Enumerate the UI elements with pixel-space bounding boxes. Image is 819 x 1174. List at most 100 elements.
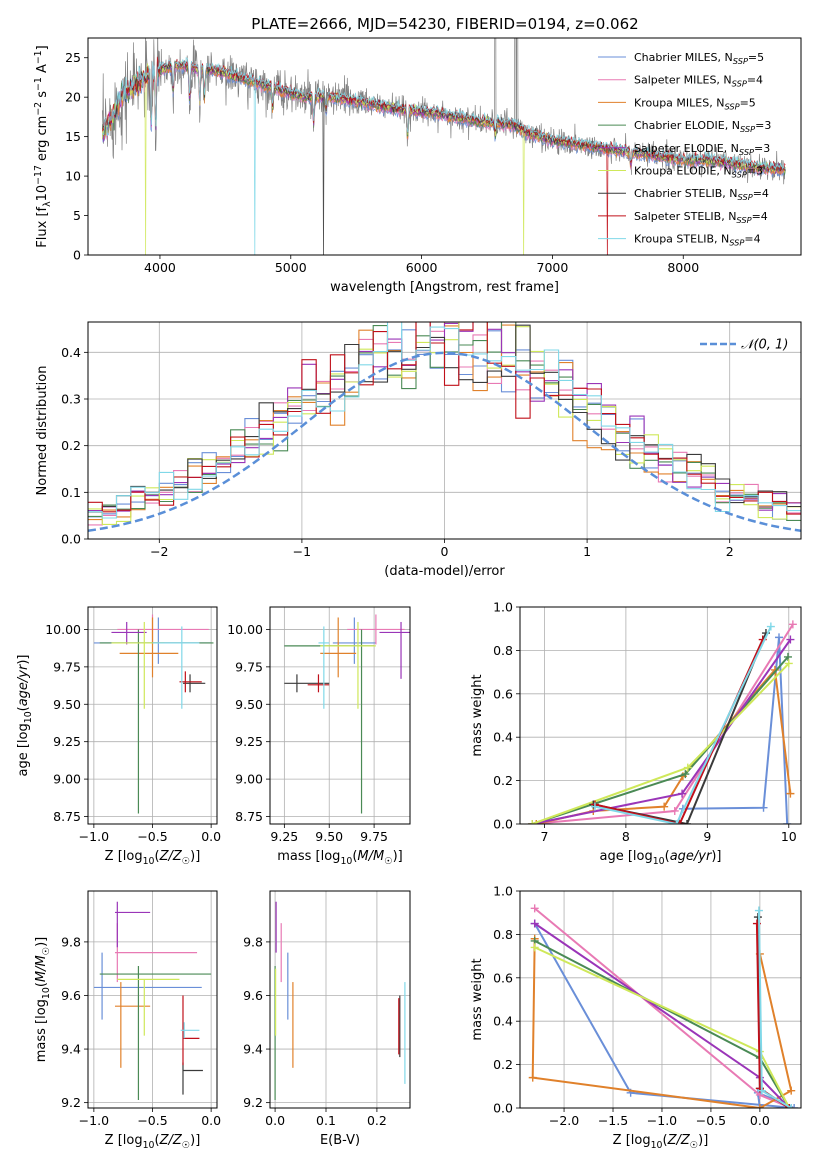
x-tick-label: 8: [622, 829, 630, 844]
y-tick-label: 0.4: [493, 1014, 513, 1029]
x-tick-label: 9.50: [315, 829, 343, 844]
x-tick-label: 8000: [667, 260, 699, 275]
y-tick-label: 9.50: [235, 697, 263, 712]
weight-marker: [755, 1104, 764, 1108]
y-tick-label: 20: [65, 90, 81, 105]
spectrum-data: [102, 38, 786, 185]
y-tick-label: 9.00: [235, 772, 263, 787]
legend-entry: Chabrier STELIB, NSSP=4: [634, 187, 769, 202]
x-tick-label: −0.5: [696, 1113, 726, 1128]
errorbar-chabrier-elodie: [99, 966, 212, 1100]
legend-entry: Kroupa STELIB, NSSP=4: [634, 233, 761, 248]
axes-frame: [87, 37, 802, 256]
y-tick-label: 10.00: [227, 622, 263, 637]
x-tick-label: −2.0: [549, 1113, 579, 1128]
x-tick-label: 9.25: [270, 829, 298, 844]
x-tick-label: 9.75: [360, 829, 388, 844]
y-tick-label: 0.0: [493, 1101, 513, 1116]
plot-spectrum: 4000 5000 6000 7000 8000 0 5 10 15 20 25 wavelength…: [33, 37, 802, 295]
model-kroupa-stelib: [102, 56, 786, 255]
x-tick-label: −1.0: [647, 1113, 677, 1128]
x-tick-label: −1: [293, 544, 311, 559]
x-axis-label: mass [log10(M/M☉)]: [277, 849, 403, 867]
x-tick-label: 6000: [406, 260, 438, 275]
x-tick-label: 0.2: [367, 1113, 387, 1128]
series-salpeter-elodie: [528, 635, 795, 824]
plot-area-mass-vs-Z: [93, 901, 212, 1100]
x-tick-label: 2: [726, 544, 734, 559]
weight-line: [594, 626, 772, 824]
errorbar-salpeter-miles: [347, 614, 405, 645]
weight-marker: [766, 622, 775, 631]
x-tick-label: −2: [150, 544, 168, 559]
y-tick-label: 0.4: [493, 730, 513, 745]
y-tick-label: 0.3: [61, 392, 81, 407]
y-tick-label: 0.2: [493, 1057, 513, 1072]
x-tick-label: 4000: [144, 260, 176, 275]
legend-entry: Salpeter MILES, NSSP=4: [634, 74, 763, 89]
weight-marker: [530, 943, 539, 952]
errorbar-chabrier-miles: [332, 617, 376, 664]
weight-marker: [787, 1104, 796, 1108]
y-tick-label: 1.0: [493, 600, 513, 615]
weight-marker: [672, 820, 681, 824]
plot-area-weight-vs-age: [528, 620, 797, 824]
y-axis-label: mass weight: [470, 674, 485, 756]
weight-line: [531, 938, 793, 1108]
axes-frame: [269, 606, 411, 825]
errorbar-chabrier-stelib: [182, 674, 206, 693]
weight-line: [676, 637, 789, 824]
series-salpeter-stelib: [590, 635, 767, 824]
series-kroupa-stelib: [590, 622, 775, 824]
errorbar-chabrier-stelib: [284, 674, 330, 693]
x-tick-label: 5000: [275, 260, 307, 275]
y-tick-label: 0: [73, 248, 81, 263]
weight-marker: [590, 802, 599, 811]
plot-area-age-vs-Z: [93, 614, 214, 814]
y-tick-label: 0.8: [493, 927, 513, 942]
y-tick-label: 5: [73, 208, 81, 223]
plot-mass-vs-Z: −1.0 −0.5 0.0 9.2 9.4 9.6 9.8 Z [log10(Z/Z☉)] ma…: [34, 890, 221, 1151]
weight-marker: [753, 913, 762, 922]
weight-marker: [785, 1104, 794, 1108]
weight-marker: [787, 1086, 796, 1095]
y-tick-label: 25: [65, 50, 81, 65]
y-tick-label: 10.00: [45, 622, 81, 637]
weight-marker: [783, 820, 792, 824]
y-tick-label: 9.2: [243, 1095, 263, 1110]
series-chabrier-stelib: [589, 629, 770, 824]
y-tick-label: 0.8: [493, 643, 513, 658]
plot-weight-vs-Z: −2.0 −1.5 −1.0 −0.5 0.0 0.0 0.2 0.4 0.6 0.8 1.0 Z […: [470, 884, 802, 1151]
weight-marker: [530, 904, 539, 913]
y-tick-label: 8.75: [235, 809, 263, 824]
errorbar-kroupa-stelib: [180, 1022, 200, 1039]
y-tick-label: 0.4: [61, 345, 81, 360]
weight-marker: [754, 906, 763, 915]
weight-marker: [678, 789, 687, 798]
y-tick-label: 9.50: [53, 697, 81, 712]
errorbar-kroupa-stelib: [152, 626, 200, 709]
x-axis-label: Z [log10(Z/Z☉)]: [105, 1133, 201, 1151]
x-tick-label: 7: [540, 829, 548, 844]
x-axis-label: wavelength [Angstrom, rest frame]: [330, 280, 559, 295]
legend-entry: Kroupa ELODIE, NSSP=3: [634, 165, 763, 180]
weight-marker: [759, 803, 768, 812]
plot-age-vs-Z: −1.0 −0.5 0.0 8.75 9.00 9.25 9.50 9.75 10.00 Z [l…: [16, 606, 221, 867]
legend-entry: Chabrier MILES, NSSP=5: [634, 51, 764, 66]
plot-area-mass-vs-EBV: [274, 901, 406, 1100]
errorbar-kroupa-miles: [119, 617, 179, 678]
x-tick-label: −1.0: [79, 1113, 109, 1128]
weight-marker: [786, 635, 795, 644]
y-tick-label: 9.00: [53, 772, 81, 787]
weight-line: [533, 923, 795, 1108]
x-axis-label: (data-model)/error: [384, 564, 505, 579]
legend-entry: Kroupa MILES, NSSP=5: [634, 96, 756, 111]
y-axis-label: Normed distribution: [35, 366, 50, 496]
errorbar-salpeter-elodie: [111, 621, 147, 645]
errorbar-kroupa-miles: [320, 617, 357, 678]
x-tick-label: 9: [703, 829, 711, 844]
y-tick-label: 0.2: [493, 773, 513, 788]
x-tick-label: 1: [583, 544, 591, 559]
y-tick-label: 15: [65, 129, 81, 144]
errorbar-salpeter-stelib: [307, 674, 330, 693]
